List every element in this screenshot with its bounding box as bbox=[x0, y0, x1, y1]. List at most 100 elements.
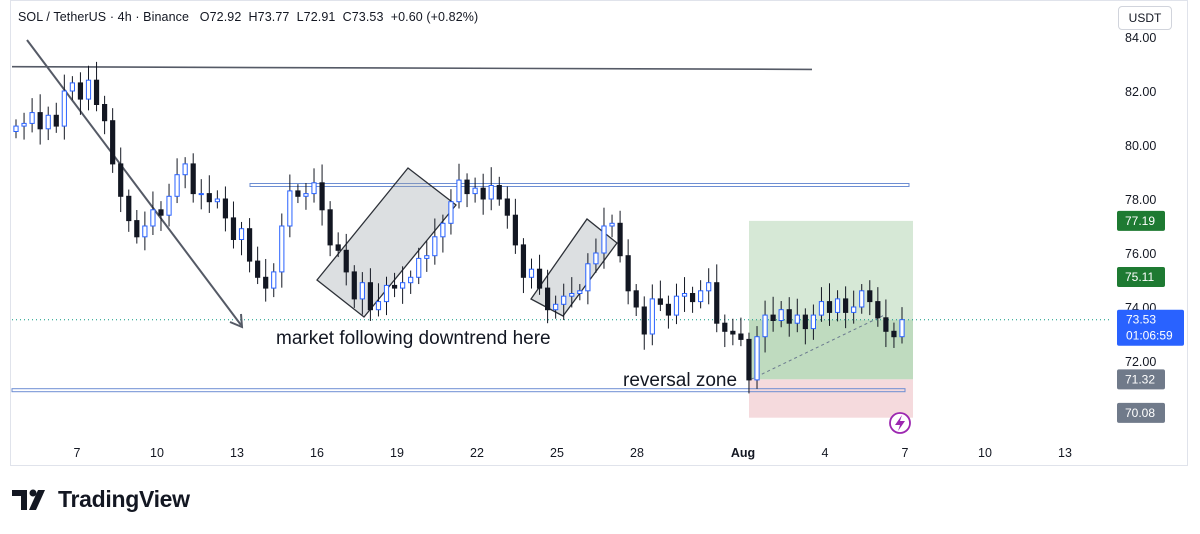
candle-down bbox=[190, 163, 196, 195]
candle-down bbox=[867, 290, 873, 303]
candle-down bbox=[714, 282, 720, 324]
candle-down bbox=[391, 284, 398, 289]
price-badge bbox=[1117, 267, 1165, 288]
candle-down bbox=[480, 187, 486, 200]
price-badge bbox=[1117, 210, 1165, 231]
candle-down bbox=[843, 298, 849, 313]
tradingview-logo[interactable]: TradingView bbox=[12, 486, 190, 513]
candle-down bbox=[641, 306, 647, 335]
candle-down bbox=[77, 82, 84, 100]
y-tick-label: 84.00 bbox=[1125, 31, 1156, 45]
candle-down bbox=[512, 214, 518, 246]
candle-up bbox=[818, 301, 825, 316]
candle-down bbox=[786, 309, 792, 324]
candle-down bbox=[53, 114, 59, 127]
candle-up bbox=[762, 314, 768, 338]
candle-down bbox=[633, 290, 639, 308]
price-badge bbox=[1117, 402, 1165, 423]
y-tick-label: 78.00 bbox=[1125, 193, 1156, 207]
candle-down bbox=[118, 163, 124, 197]
candle-up bbox=[834, 298, 841, 313]
candle-up bbox=[400, 282, 406, 289]
candle-up bbox=[214, 198, 220, 203]
candle-down bbox=[102, 104, 108, 122]
annotation-downtrend: market following downtrend here bbox=[276, 328, 551, 349]
candle-up bbox=[279, 225, 285, 273]
candle-down bbox=[263, 276, 269, 289]
candle-down bbox=[746, 338, 752, 381]
current-price-value: 73.53 bbox=[1126, 313, 1156, 327]
high-value: H73.77 bbox=[248, 10, 290, 24]
candle-down bbox=[545, 287, 551, 311]
candle-down bbox=[158, 209, 164, 216]
candle-up bbox=[456, 179, 462, 203]
candle-up bbox=[424, 255, 430, 259]
candle-up bbox=[142, 225, 148, 238]
candle-up bbox=[408, 276, 414, 284]
candle-up bbox=[649, 298, 655, 335]
x-tick-label: 7 bbox=[74, 446, 81, 460]
candle-up bbox=[166, 195, 172, 216]
position-dashed-line bbox=[750, 315, 884, 380]
x-tick-label: 7 bbox=[902, 446, 909, 460]
candle-down bbox=[617, 222, 623, 257]
candle-down bbox=[343, 249, 349, 273]
candle-up bbox=[794, 314, 800, 324]
candle-up bbox=[472, 187, 478, 195]
candle-down bbox=[351, 271, 357, 300]
x-tick-label: 13 bbox=[1058, 446, 1072, 460]
candle-up bbox=[577, 290, 583, 294]
candle-down bbox=[37, 112, 43, 130]
price-badge-label: 70.08 bbox=[1125, 406, 1155, 420]
x-tick-label: 10 bbox=[978, 446, 992, 460]
candle-down bbox=[367, 282, 373, 311]
candle-up bbox=[778, 309, 784, 322]
candles bbox=[13, 61, 905, 394]
candle-up bbox=[754, 336, 760, 381]
current-price-badge bbox=[1117, 309, 1184, 346]
candle-down bbox=[230, 217, 237, 240]
x-tick-label: 19 bbox=[390, 446, 404, 460]
candle-up bbox=[706, 282, 712, 292]
candle-up bbox=[150, 209, 156, 227]
x-tick-label: 22 bbox=[470, 446, 484, 460]
candle-up bbox=[359, 282, 365, 300]
currency-button[interactable]: USDT bbox=[1118, 6, 1172, 30]
candle-down bbox=[335, 244, 341, 251]
annotations: market following downtrend here reversal … bbox=[276, 328, 911, 434]
candle-down bbox=[464, 179, 470, 195]
candle-down bbox=[730, 330, 736, 335]
candle-up bbox=[287, 190, 293, 227]
candle-down bbox=[657, 298, 663, 305]
candle-down bbox=[504, 198, 510, 216]
tradingview-icon bbox=[12, 489, 45, 510]
candle-up bbox=[681, 293, 688, 297]
candle-up bbox=[383, 284, 390, 303]
candle-down bbox=[206, 193, 212, 203]
candle-down bbox=[883, 317, 889, 332]
candle-up bbox=[45, 114, 51, 130]
brand-name: TradingView bbox=[58, 486, 190, 512]
candle-up bbox=[182, 163, 188, 176]
candle-down bbox=[536, 268, 543, 289]
candle-up bbox=[29, 112, 35, 124]
candle-up bbox=[609, 222, 615, 227]
x-tick-label: 28 bbox=[630, 446, 644, 460]
bolt-glyph-icon bbox=[895, 415, 905, 431]
candle-up bbox=[416, 257, 422, 278]
candle-down bbox=[110, 120, 116, 165]
price-badge bbox=[1117, 369, 1165, 390]
y-tick-label: 82.00 bbox=[1125, 85, 1156, 99]
candle-down bbox=[93, 79, 100, 105]
candle-up bbox=[569, 293, 575, 297]
candle-down bbox=[802, 314, 808, 330]
candle-up bbox=[174, 174, 180, 197]
candle-down bbox=[722, 322, 728, 332]
candle-up bbox=[585, 263, 591, 292]
candle-up bbox=[851, 306, 857, 313]
candle-down bbox=[520, 244, 527, 278]
candle-down bbox=[327, 209, 333, 246]
candle-up bbox=[21, 122, 27, 127]
y-tick-label: 76.00 bbox=[1125, 247, 1156, 261]
